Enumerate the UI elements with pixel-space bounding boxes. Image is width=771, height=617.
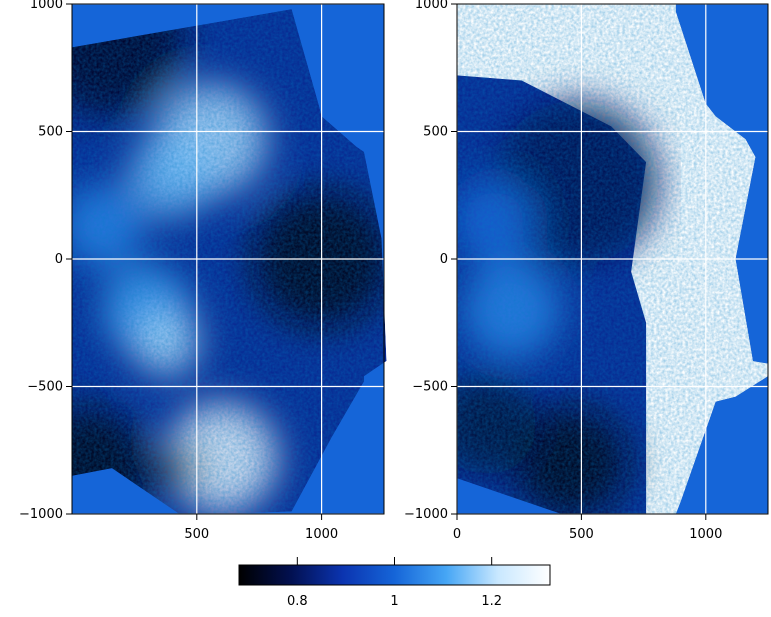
y-tick-label: −500: [412, 380, 448, 395]
gridlines: [72, 4, 384, 514]
y-tick-label: 500: [38, 125, 63, 140]
colorbar-gradient: [238, 564, 551, 586]
x-tick-label: 1000: [689, 527, 722, 542]
right-heatmap-panel: 1000 500 0 −500 −1000 0 500 1000: [404, 0, 769, 542]
y-tick-label: 500: [423, 125, 448, 140]
colorbar-tick-label: 1.2: [481, 594, 502, 609]
x-tick-label: 0: [453, 527, 461, 542]
x-tick-label: 500: [569, 527, 594, 542]
gridlines: [457, 4, 768, 514]
colorbar: 0.8 1 1.2: [238, 557, 551, 609]
colorbar-tick-label: 0.8: [287, 594, 308, 609]
y-tick-label: −500: [27, 380, 63, 395]
x-tick-label: 1000: [305, 527, 338, 542]
colorbar-tick-label: 1: [390, 594, 398, 609]
y-tick-label: 1000: [30, 0, 63, 12]
y-tick-label: −1000: [404, 507, 448, 522]
left-heatmap-panel: 1000 500 0 −500 −1000 500 1000: [19, 0, 387, 542]
y-tick-label: 0: [440, 252, 448, 267]
x-tick-label: 500: [184, 527, 209, 542]
y-tick-label: 0: [55, 252, 63, 267]
y-tick-label: 1000: [415, 0, 448, 12]
y-tick-label: −1000: [19, 507, 63, 522]
